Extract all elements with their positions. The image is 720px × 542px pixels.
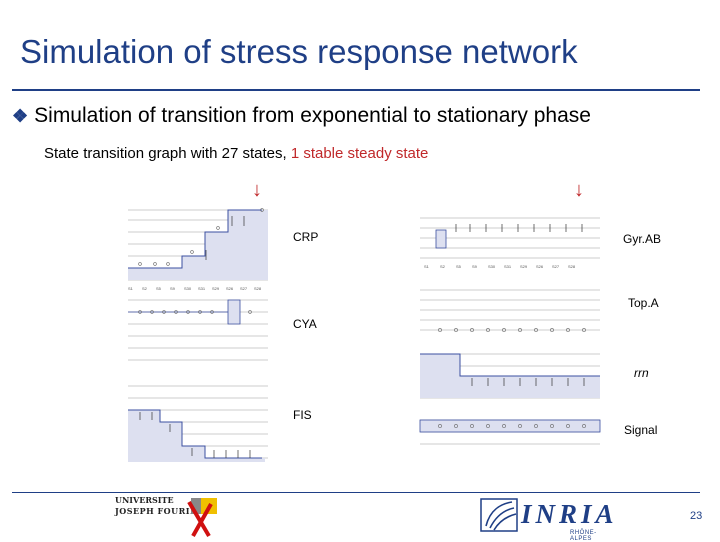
signal-trace (419, 419, 601, 433)
title-divider (12, 89, 700, 91)
page-number: 23 (690, 510, 703, 522)
svg-text:S1: S1 (128, 286, 134, 291)
bullet-text: Simulation of transition from exponentia… (34, 104, 591, 127)
svg-text:S9: S9 (472, 264, 478, 269)
topa-trace (438, 328, 586, 332)
svg-text:S31: S31 (504, 264, 512, 269)
inria-wordmark: INRIA (521, 499, 618, 529)
svg-text:S26: S26 (226, 286, 234, 291)
signal-label: Signal (624, 423, 658, 437)
gyrab-label: Gyr.AB (623, 232, 662, 246)
svg-text:S28: S28 (254, 286, 262, 291)
crp-label: CRP (293, 230, 319, 244)
ujf-emblem-icon (187, 498, 217, 538)
svg-text:S26: S26 (536, 264, 544, 269)
right-plot-grid (420, 217, 600, 445)
ujf-logo-line2: JOSEPH FOURIER (115, 506, 204, 516)
diamond-bullet-icon: ❖ (12, 106, 29, 126)
rrn-label: rrn (634, 366, 649, 380)
crp-trace (128, 208, 268, 280)
down-arrow-icon: ↓ (574, 179, 584, 201)
gyrab-xaxis: S1 S2 S5 S9 S30 S31 S29 S26 S27 S28 (424, 264, 576, 269)
bullet-point: ❖ Simulation of transition from exponenti… (12, 104, 591, 128)
subtitle-highlight: 1 stable steady state (290, 145, 429, 162)
cya-trace (128, 299, 252, 325)
svg-text:S2: S2 (142, 286, 148, 291)
svg-text:S1: S1 (424, 264, 430, 269)
footer-divider (12, 492, 700, 493)
cya-label: CYA (293, 317, 317, 331)
svg-text:S29: S29 (520, 264, 528, 269)
svg-text:S2: S2 (440, 264, 446, 269)
inria-emblem-icon (480, 498, 518, 532)
svg-text:S27: S27 (240, 286, 248, 291)
crp-xaxis: S1 S2 S5 S9 S30 S31 S29 S26 S27 S28 (128, 286, 262, 291)
slide-title: Simulation of stress response network (20, 33, 578, 70)
down-arrow-icon: ↓ (252, 179, 262, 201)
subtitle-prefix: State transition graph with 27 states, (44, 145, 291, 162)
fis-trace (128, 409, 265, 462)
fis-label: FIS (293, 408, 312, 422)
ujf-logo: UNIVERSITE JOSEPH FOURIER (113, 492, 223, 538)
svg-text:S5: S5 (156, 286, 162, 291)
svg-text:S29: S29 (212, 286, 220, 291)
svg-text:S9: S9 (170, 286, 176, 291)
topa-label: Top.A (628, 296, 659, 310)
svg-text:S30: S30 (488, 264, 496, 269)
gyrab-trace (435, 224, 583, 249)
inria-subtitle: RHÔNE-ALPES (570, 530, 597, 542)
svg-text:S28: S28 (568, 264, 576, 269)
inria-logo: INRIA RHÔNE-ALPES (478, 496, 618, 542)
svg-text:S30: S30 (184, 286, 192, 291)
ujf-logo-line1: UNIVERSITE (115, 495, 174, 505)
rrn-trace (420, 353, 600, 398)
subtitle-line: State transition graph with 27 states, 1… (44, 145, 428, 162)
svg-text:S5: S5 (456, 264, 462, 269)
svg-text:S31: S31 (198, 286, 206, 291)
svg-text:S27: S27 (552, 264, 560, 269)
